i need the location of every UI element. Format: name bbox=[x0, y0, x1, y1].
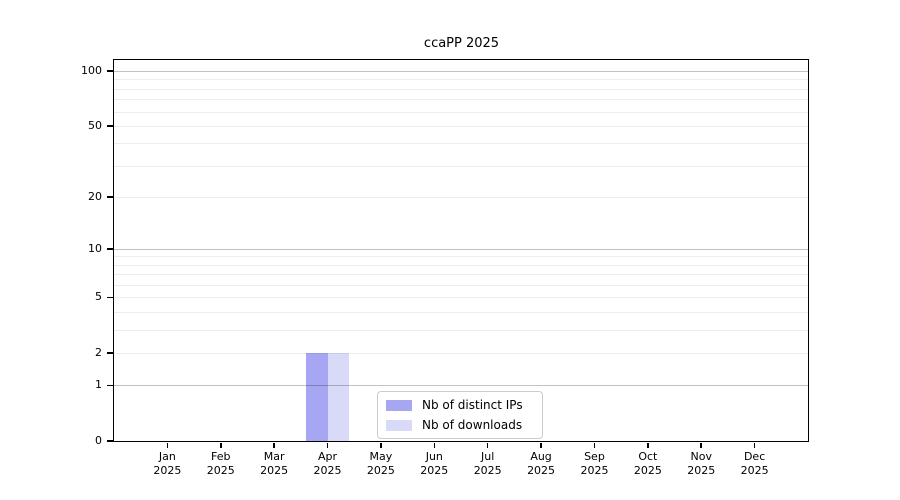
gridline-minor bbox=[114, 274, 808, 276]
x-tick bbox=[380, 442, 382, 448]
gridline-minor bbox=[114, 256, 808, 258]
y-tick bbox=[107, 248, 113, 250]
y-tick-label: 5 bbox=[95, 290, 102, 304]
y-tick bbox=[107, 384, 113, 387]
legend-label-distinct-ips: Nb of distinct IPs bbox=[422, 398, 523, 412]
x-tick bbox=[166, 442, 169, 448]
gridline-minor bbox=[114, 264, 808, 266]
gridline-minor bbox=[114, 352, 808, 354]
x-tick-label: Dec 2025 bbox=[740, 450, 769, 477]
x-tick-label: Nov 2025 bbox=[687, 450, 716, 477]
y-tick-label: 0 bbox=[95, 434, 102, 447]
gridline-minor bbox=[114, 99, 808, 101]
legend-swatch-distinct-ips bbox=[386, 399, 412, 411]
y-tick-label: 100 bbox=[81, 64, 102, 78]
gridline-major bbox=[114, 248, 808, 250]
x-tick bbox=[220, 442, 222, 448]
legend-swatch-downloads bbox=[386, 419, 412, 431]
y-tick-label: 50 bbox=[88, 118, 102, 132]
gridline-minor bbox=[114, 297, 808, 299]
x-tick bbox=[273, 442, 275, 448]
y-tick-label: 1 bbox=[95, 378, 102, 392]
x-tick-label: Oct 2025 bbox=[633, 450, 662, 477]
y-tick-label: 10 bbox=[88, 241, 102, 255]
x-tick-label: Jul 2025 bbox=[473, 450, 502, 477]
x-tick-label: Mar 2025 bbox=[260, 450, 289, 477]
gridline-minor bbox=[114, 88, 808, 90]
chart-title: ccaPP 2025 bbox=[423, 36, 500, 51]
y-tick-label: 2 bbox=[95, 345, 102, 359]
x-tick-label: Feb 2025 bbox=[206, 450, 235, 477]
gridline-minor bbox=[114, 79, 808, 81]
x-tick bbox=[700, 442, 702, 448]
gridline-minor bbox=[114, 312, 808, 313]
x-tick-label: Jan 2025 bbox=[153, 450, 182, 477]
y-tick bbox=[107, 352, 113, 354]
gridline-minor bbox=[114, 285, 808, 287]
bar-nb-of-downloads bbox=[327, 352, 350, 441]
gridline-major bbox=[114, 385, 808, 387]
gridline-minor bbox=[114, 125, 808, 127]
x-tick-label: Aug 2025 bbox=[527, 450, 556, 477]
y-tick bbox=[107, 125, 113, 127]
y-tick-label: 20 bbox=[88, 189, 102, 203]
x-tick-label: Sep 2025 bbox=[580, 450, 609, 477]
gridline-minor bbox=[114, 165, 808, 167]
gridline-minor bbox=[114, 111, 808, 113]
y-tick bbox=[107, 296, 113, 299]
legend-item-distinct-ips: Nb of distinct IPs bbox=[386, 398, 534, 412]
x-tick-label: Apr 2025 bbox=[313, 450, 342, 477]
y-tick bbox=[107, 70, 113, 72]
x-tick bbox=[753, 442, 756, 448]
y-tick bbox=[107, 196, 113, 198]
x-tick bbox=[433, 442, 436, 448]
legend: Nb of distinct IPs Nb of downloads bbox=[377, 391, 543, 439]
x-tick-label: Jun 2025 bbox=[420, 450, 449, 477]
x-tick bbox=[326, 442, 329, 448]
x-tick bbox=[486, 442, 489, 448]
x-tick bbox=[647, 442, 649, 448]
x-tick-label: May 2025 bbox=[366, 450, 395, 477]
gridline-minor bbox=[114, 196, 808, 198]
x-tick bbox=[540, 442, 542, 448]
gridline-minor bbox=[114, 143, 808, 145]
legend-label-downloads: Nb of downloads bbox=[422, 418, 523, 432]
bar-nb-of-distinct-ips bbox=[306, 352, 328, 441]
gridline-minor bbox=[114, 329, 808, 331]
y-tick bbox=[107, 440, 113, 442]
legend-item-downloads: Nb of downloads bbox=[386, 418, 534, 432]
gridline-major bbox=[114, 71, 808, 73]
x-tick bbox=[593, 442, 596, 448]
plot-area: Nb of distinct IPs Nb of downloads 0 1 2 5 1… bbox=[81, 59, 809, 477]
